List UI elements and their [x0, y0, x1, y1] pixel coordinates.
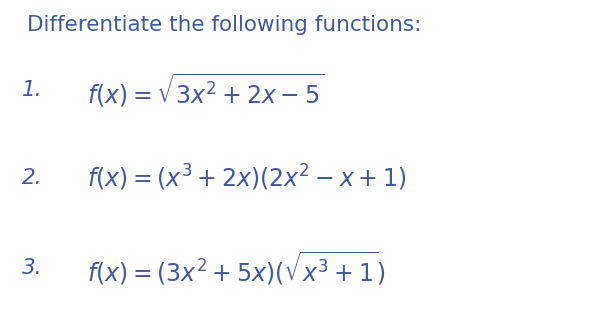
Text: 3.: 3.: [22, 258, 42, 278]
Text: Differentiate the following functions:: Differentiate the following functions:: [27, 15, 421, 35]
Text: $f(x) = (3x^2 + 5x)(\sqrt{x^3 + 1})$: $f(x) = (3x^2 + 5x)(\sqrt{x^3 + 1})$: [87, 249, 385, 287]
Text: $f(x) = (x^3 + 2x)(2x^2 - x + 1)$: $f(x) = (x^3 + 2x)(2x^2 - x + 1)$: [87, 162, 406, 193]
Text: $f(x) = \sqrt{3x^2 + 2x - 5}$: $f(x) = \sqrt{3x^2 + 2x - 5}$: [87, 72, 324, 109]
Text: 2.: 2.: [22, 168, 42, 188]
Text: 1.: 1.: [22, 80, 42, 100]
